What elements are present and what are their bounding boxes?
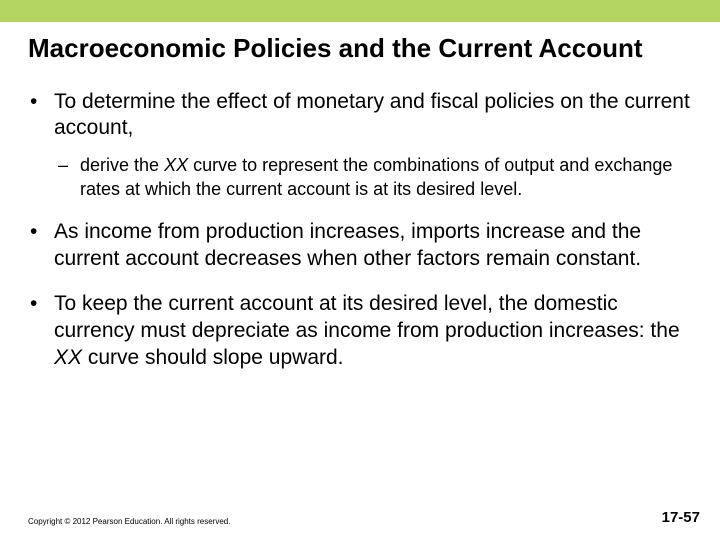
- bullet-3-suffix: curve should slope upward.: [82, 346, 344, 369]
- page-number: 17-57: [662, 509, 700, 526]
- bullet-list: To determine the effect of monetary and …: [28, 89, 692, 372]
- bullet-3: To keep the current account at its desir…: [28, 291, 692, 372]
- sub-bullet-list: derive the XX curve to represent the com…: [54, 154, 692, 201]
- slide-title: Macroeconomic Policies and the Current A…: [28, 32, 692, 65]
- content-area: To determine the effect of monetary and …: [0, 89, 720, 372]
- sub-bullet-1: derive the XX curve to represent the com…: [54, 154, 692, 201]
- copyright-text: Copyright © 2012 Pearson Education. All …: [28, 517, 230, 526]
- bullet-1-text: To determine the effect of monetary and …: [54, 90, 690, 140]
- top-accent-bar: [0, 0, 720, 22]
- bullet-2: As income from production increases, imp…: [28, 219, 692, 273]
- bullet-2-text: As income from production increases, imp…: [54, 220, 641, 270]
- bullet-3-italic: XX: [54, 346, 82, 369]
- sub-bullet-1-prefix: derive the: [80, 155, 164, 175]
- bullet-3-prefix: To keep the current account at its desir…: [54, 292, 680, 342]
- bullet-1: To determine the effect of monetary and …: [28, 89, 692, 202]
- sub-bullet-1-italic: XX: [164, 155, 188, 175]
- title-block: Macroeconomic Policies and the Current A…: [0, 22, 720, 79]
